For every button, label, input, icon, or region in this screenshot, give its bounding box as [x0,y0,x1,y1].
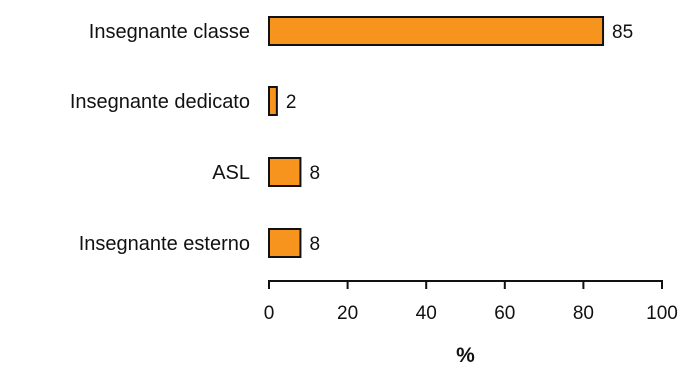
bar-insegnante-classe [268,16,605,46]
bars-group [268,16,605,258]
x-tick-label-80: 80 [573,303,594,324]
x-axis: 0 20 40 60 80 100 [264,280,678,324]
x-axis-title: % [456,344,475,367]
x-tick-label-60: 60 [494,303,515,324]
category-label-insegnante-esterno: Insegnante esterno [79,233,250,255]
value-label-insegnante-classe: 85 [612,22,633,43]
category-label-insegnante-classe: Insegnante classe [89,21,250,43]
category-label-insegnante-dedicato: Insegnante dedicato [70,91,250,113]
x-tick-label-100: 100 [646,303,678,324]
x-tick-label-20: 20 [337,303,358,324]
value-label-asl: 8 [309,163,320,184]
category-labels: Insegnante classe Insegnante dedicato ASL I… [70,21,250,255]
x-ticks: 0 20 40 60 80 100 [264,281,678,324]
value-label-insegnante-esterno: 8 [309,234,320,255]
value-labels: 85 2 8 8 [286,22,633,255]
bar-insegnante-dedicato [268,86,278,116]
bar-asl [268,157,302,187]
x-tick-label-0: 0 [264,303,275,324]
value-label-insegnante-dedicato: 2 [286,92,297,113]
x-tick-label-40: 40 [416,303,437,324]
bar-insegnante-esterno [268,228,302,258]
category-label-asl: ASL [212,162,250,184]
